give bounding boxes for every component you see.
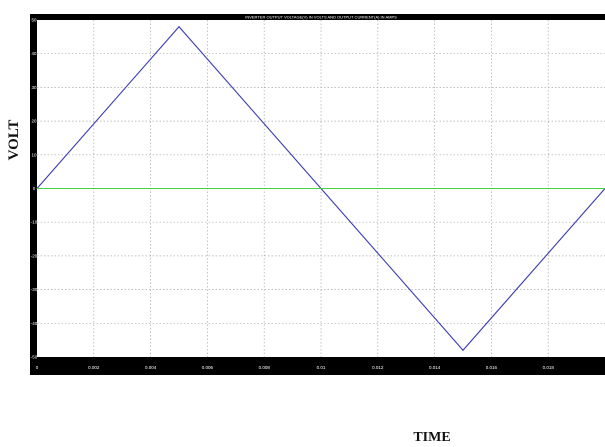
x-tick-label: 0.012 xyxy=(372,365,384,370)
chart-title: INVERTER OUTPUT VOLTAGE(V) IN VOLTS AND … xyxy=(245,15,397,20)
series-0-point-1 xyxy=(178,26,180,28)
x-tick-label: 0.004 xyxy=(145,365,157,370)
y-tick-label: 40 xyxy=(31,51,37,56)
x-axis-title: TIME xyxy=(413,430,450,445)
x-tick-labels: 0 0.002 0.004 0.006 0.008 0.01 0.012 0.014 0.016… xyxy=(36,365,555,370)
y-tick-labels: -50 -40 -30 -20 -10 0 10 20 30 40 50 xyxy=(31,18,38,360)
y-axis-title: VOLT xyxy=(6,120,22,161)
y-tick-label: -20 xyxy=(31,253,38,258)
x-tick-label: 0.002 xyxy=(88,365,100,370)
y-tick-label: 0 xyxy=(33,186,36,191)
x-tick-label: 0.01 xyxy=(317,365,326,370)
series-1-point-0 xyxy=(36,188,38,189)
y-tick-label: -50 xyxy=(31,355,38,360)
x-tick-label: 0 xyxy=(36,365,39,370)
x-tick-label: 0.016 xyxy=(486,365,498,370)
y-tick-label: 10 xyxy=(31,152,37,157)
series-0-point-2 xyxy=(462,349,464,351)
y-tick-label: -30 xyxy=(31,287,38,292)
x-tick-label: 0.014 xyxy=(429,365,441,370)
x-tick-label: 0.008 xyxy=(259,365,271,370)
x-tick-label: 0.018 xyxy=(543,365,555,370)
y-tick-label: -40 xyxy=(31,321,38,326)
y-tick-label: 30 xyxy=(31,85,37,90)
y-tick-label: -10 xyxy=(31,220,38,225)
y-tick-label: 50 xyxy=(31,18,37,23)
y-tick-label: 20 xyxy=(31,119,37,124)
x-tick-label: 0.006 xyxy=(202,365,214,370)
